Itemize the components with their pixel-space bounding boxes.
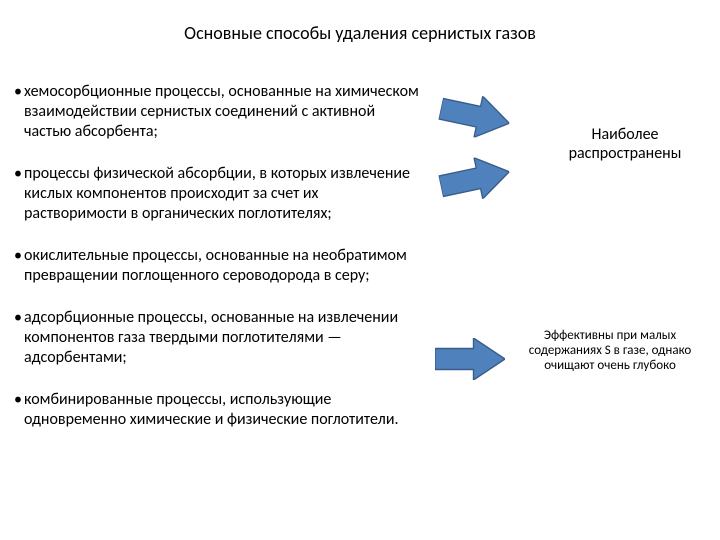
arrow-icon	[436, 151, 513, 207]
list-item: хемосорбционные процессы, основанные на …	[14, 82, 424, 142]
arrow-icon	[436, 88, 513, 144]
list-item: адсорбционные процессы, основанные на из…	[14, 308, 424, 368]
list-item: окислительные процессы, основанные на не…	[14, 246, 424, 286]
bullet-list: хемосорбционные процессы, основанные на …	[14, 82, 424, 452]
label-adsorb: Эффективны при малых содержаниях S в газ…	[520, 328, 700, 373]
page-title: Основные способы удаления сернистых газо…	[0, 22, 720, 44]
list-item: процессы физической абсорбции, в которых…	[14, 164, 424, 224]
label-common: Наиболее распространены	[545, 125, 705, 163]
arrow-icon	[435, 338, 505, 380]
list-item: комбинированные процессы, использующие о…	[14, 390, 424, 430]
